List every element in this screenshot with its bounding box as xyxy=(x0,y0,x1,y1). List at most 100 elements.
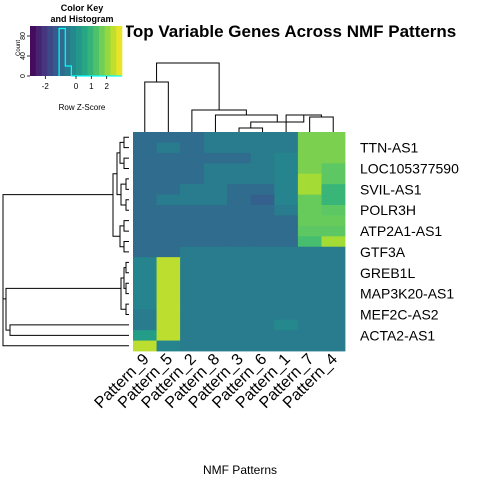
heatmap-cell xyxy=(227,309,252,321)
heatmap-cell xyxy=(180,236,205,248)
heatmap-cell xyxy=(274,257,299,268)
heatmap-cell xyxy=(274,152,299,164)
color-key-tick-label: 2 xyxy=(104,82,109,91)
heatmap-cell xyxy=(321,184,346,195)
heatmap-cell xyxy=(321,205,346,216)
heatmap-cell xyxy=(297,246,322,258)
heatmap-cell xyxy=(321,152,346,164)
heatmap-cell xyxy=(203,330,228,341)
heatmap-cell xyxy=(227,278,252,289)
heatmap-cell xyxy=(156,194,181,206)
row-label: POLR3H xyxy=(360,202,416,218)
heatmap-cell xyxy=(274,246,299,258)
heatmap-cell xyxy=(156,288,181,300)
heatmap-cell xyxy=(133,257,157,268)
color-key: Color Key and Histogram -2 0 1 2 0 40 80 Row Z… xyxy=(0,0,126,118)
heatmap-cell xyxy=(203,236,228,248)
heatmap-cell xyxy=(156,152,181,164)
color-key-tick-label: 80 xyxy=(20,32,27,40)
color-key-swatch xyxy=(47,26,54,76)
heatmap-cell xyxy=(156,173,181,185)
heatmap-cell xyxy=(156,132,181,143)
heatmap-cell xyxy=(274,288,299,300)
heatmap-cell xyxy=(297,215,322,227)
dendrogram-branch xyxy=(112,173,120,237)
heatmap-cell xyxy=(274,298,299,310)
row-label: TTN-AS1 xyxy=(360,140,419,156)
heatmap-cell xyxy=(133,152,157,164)
color-key-tick-label: -2 xyxy=(42,82,50,91)
heatmap-cell xyxy=(274,132,299,143)
heatmap-cell xyxy=(250,319,275,331)
heatmap-cell xyxy=(321,278,346,289)
color-key-xlabel: Row Z-Score xyxy=(59,103,106,112)
color-key-swatch xyxy=(41,26,48,76)
heatmap-cell xyxy=(203,319,228,331)
color-key-swatch xyxy=(81,26,88,76)
heatmap-cell xyxy=(180,194,205,206)
heatmap-cell xyxy=(274,173,299,185)
heatmap-cell xyxy=(203,205,228,216)
heatmap-cell xyxy=(297,173,322,185)
heatmap-cell xyxy=(250,309,275,321)
color-key-swatch xyxy=(93,26,100,76)
color-key-swatch xyxy=(110,26,117,76)
dendrogram-branch xyxy=(123,241,129,253)
heatmap-cell xyxy=(274,205,299,216)
heatmap-cell xyxy=(321,257,346,268)
heatmap-cell xyxy=(133,225,157,237)
dendrogram-branch xyxy=(125,282,129,295)
heatmap-cell xyxy=(297,319,322,331)
row-label: ATP2A1-AS1 xyxy=(360,223,442,239)
heatmap-cell xyxy=(321,298,346,310)
row-labels: TTN-AS1 LOC105377590 SVIL-AS1 POLR3H ATP2A1-… xyxy=(360,140,459,344)
heatmap-cell xyxy=(180,257,205,268)
heatmap-cell xyxy=(227,163,252,175)
heatmap-cell xyxy=(274,215,299,227)
color-key-histogram xyxy=(58,27,122,77)
heatmap-cell xyxy=(274,194,299,206)
row-dendrogram xyxy=(2,136,129,347)
heatmap-cell xyxy=(156,215,181,227)
heatmap-cell xyxy=(133,288,157,300)
heatmap-cell xyxy=(203,246,228,258)
heatmap-cell xyxy=(227,215,252,227)
dendrogram-branch xyxy=(120,183,126,206)
heatmap-cell xyxy=(227,288,252,300)
heatmap-cell xyxy=(250,236,275,248)
heatmap-cell xyxy=(156,236,181,248)
dendrogram-branch xyxy=(120,277,126,310)
color-key-swatch xyxy=(58,26,65,76)
heatmap-cell xyxy=(274,340,299,352)
heatmap-cell xyxy=(321,142,346,154)
color-key-subtitle: and Histogram xyxy=(50,14,113,24)
heatmap-cell xyxy=(274,142,299,154)
heatmap-cell xyxy=(156,330,181,341)
color-key-swatch xyxy=(76,26,83,76)
dendrogram-branch xyxy=(125,261,129,274)
heatmap-cell xyxy=(227,173,252,185)
heatmap-cell xyxy=(297,309,322,321)
heatmap-cell xyxy=(227,298,252,310)
color-key-swatch xyxy=(70,26,77,76)
heatmap-cell xyxy=(203,267,228,279)
color-key-tick-label: 0 xyxy=(74,82,79,91)
heatmap-cell xyxy=(227,225,252,237)
heatmap-cell xyxy=(321,173,346,185)
heatmap-cell xyxy=(180,267,205,279)
heatmap-cell xyxy=(203,278,228,289)
heatmap-cell xyxy=(133,298,157,310)
heatmap-cell xyxy=(227,142,252,154)
heatmap-cell xyxy=(133,319,157,331)
row-label: GTF3A xyxy=(360,244,406,260)
heatmap-cell xyxy=(180,225,205,237)
heatmap-cell xyxy=(156,205,181,216)
column-labels: Pattern_9Pattern_5Pattern_2Pattern_8Patt… xyxy=(92,351,342,412)
heatmap-cell xyxy=(180,288,205,300)
heatmap-cell xyxy=(156,278,181,289)
heatmap-cell xyxy=(297,330,322,341)
heatmap-cell xyxy=(227,236,252,248)
heatmap-cell xyxy=(297,194,322,206)
heatmap-cell xyxy=(297,278,322,289)
heatmap-cell xyxy=(133,246,157,258)
